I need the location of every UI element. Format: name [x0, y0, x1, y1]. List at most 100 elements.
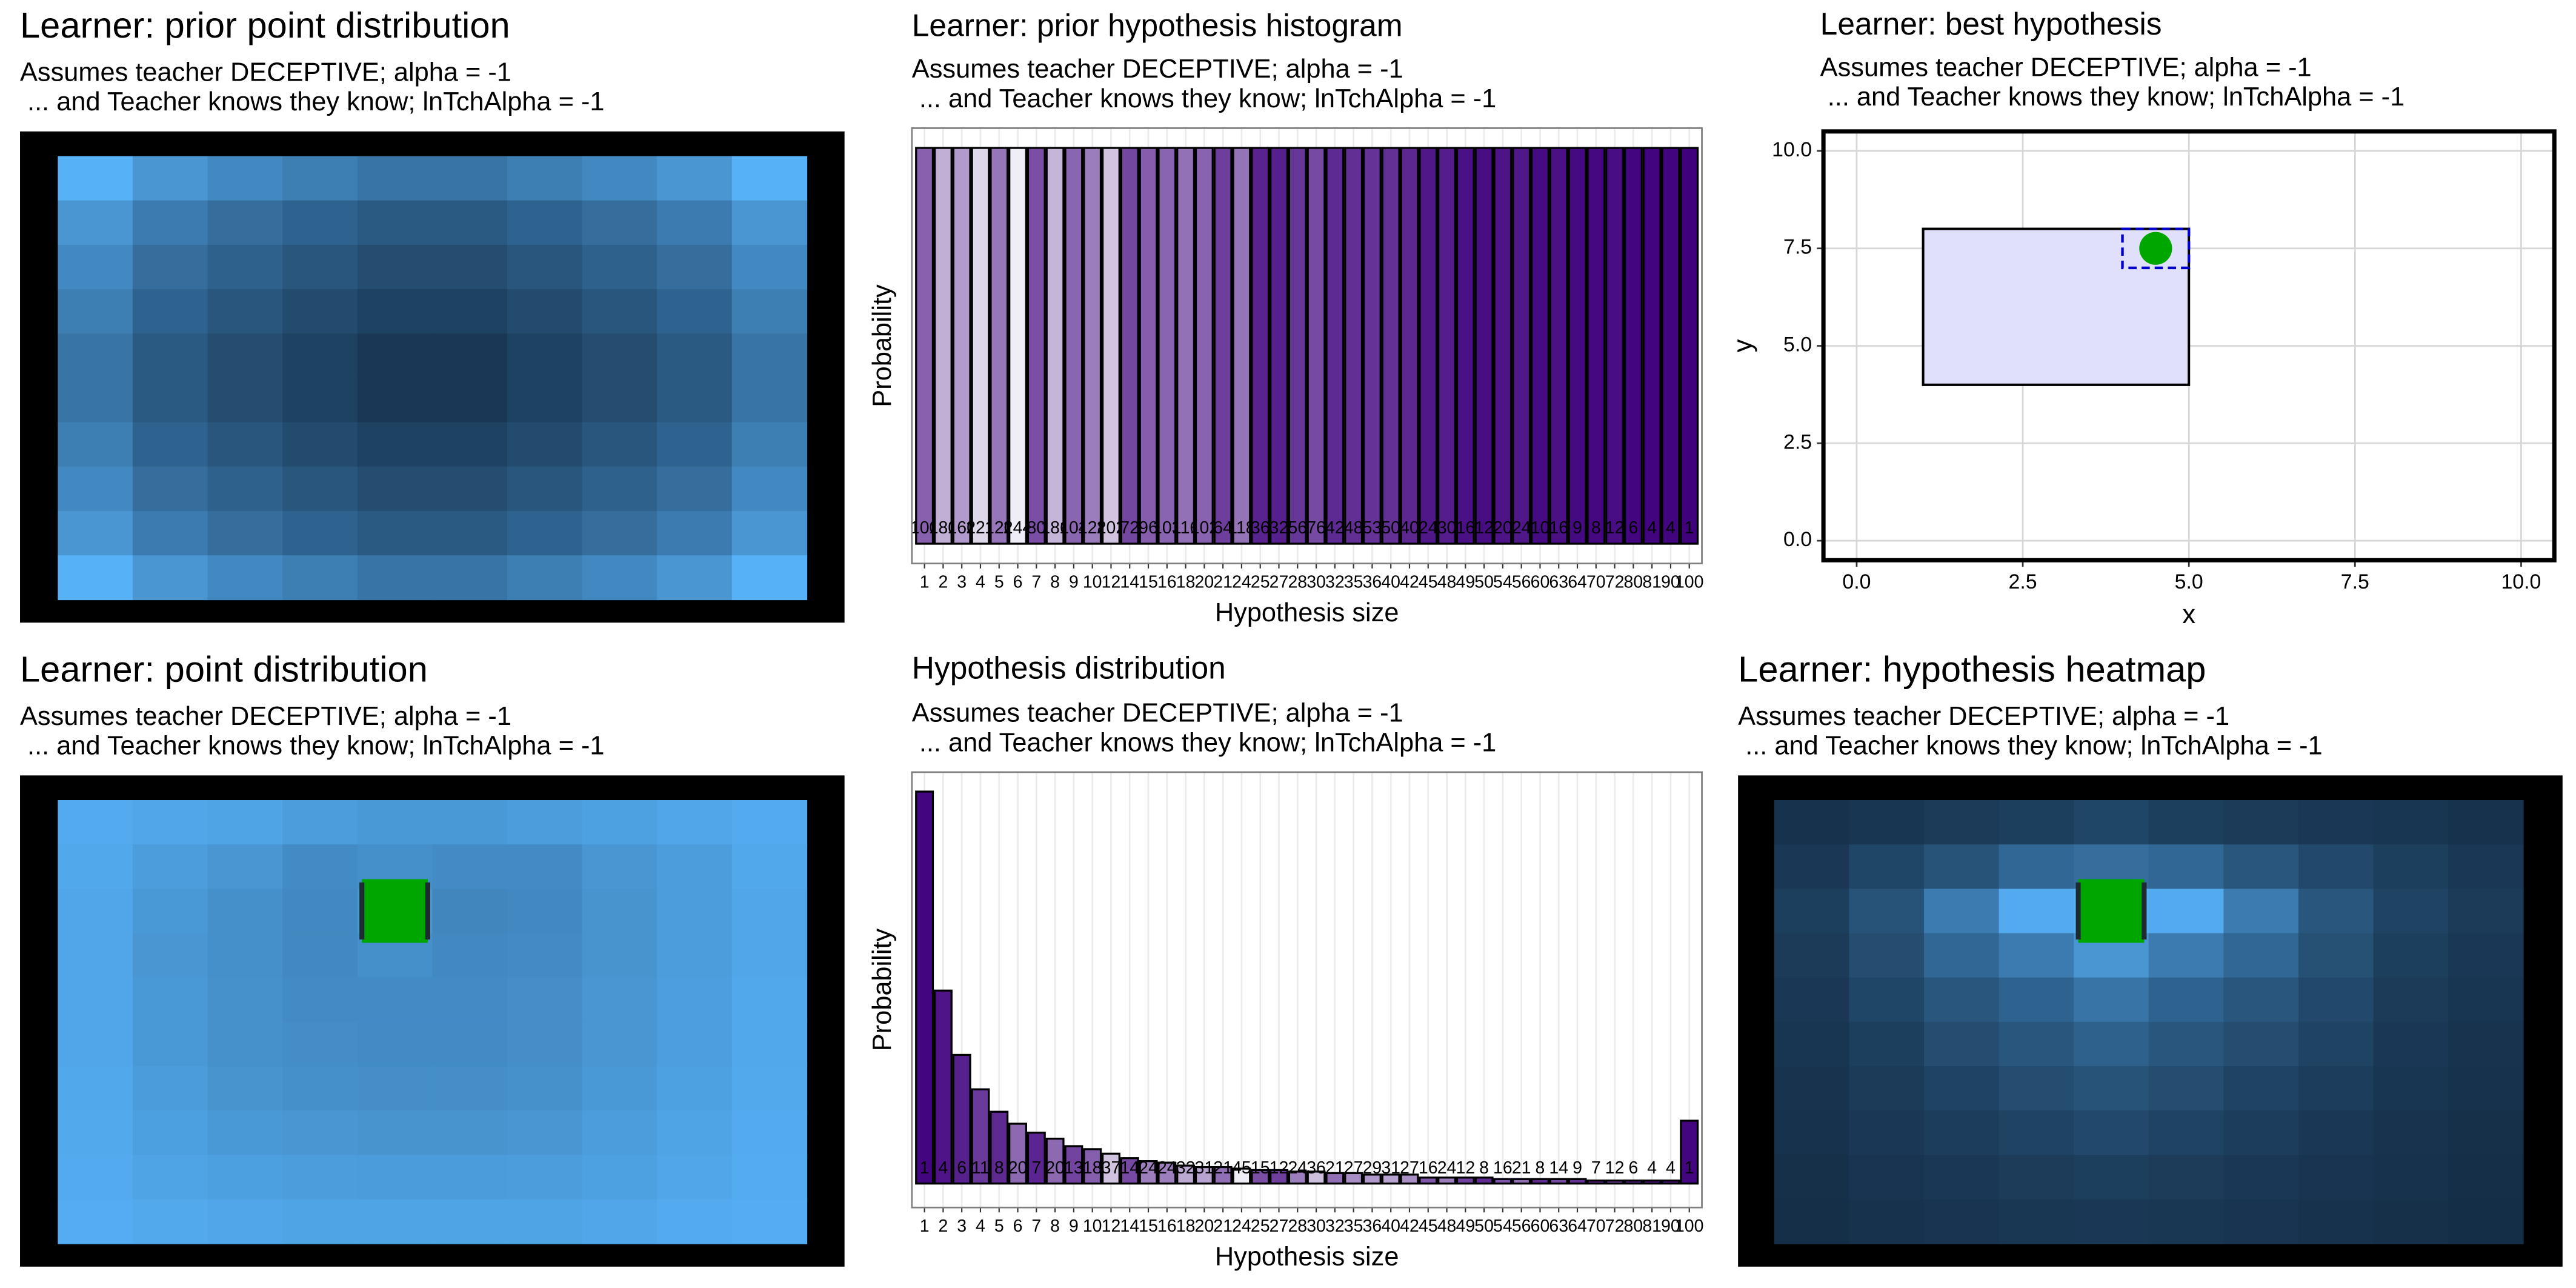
heatmap-cell — [2298, 1155, 2374, 1200]
bar — [1045, 1138, 1065, 1185]
heatmap-cell — [582, 244, 657, 290]
x-tick-label: 48 — [1437, 1216, 1457, 1236]
heatmap-cell — [282, 844, 358, 890]
heatmap-cell — [432, 933, 508, 978]
heatmap-cell — [432, 1110, 508, 1156]
heatmap-cell — [282, 466, 358, 512]
heatmap-cell — [2074, 1021, 2149, 1067]
heatmap-cell — [207, 1066, 283, 1112]
heatmap-cell — [657, 1199, 733, 1244]
point-marker — [2078, 879, 2145, 943]
bar — [1493, 147, 1513, 545]
heatmap-cell — [2223, 1199, 2299, 1244]
heatmap-cell — [582, 200, 657, 245]
heatmap-cell — [357, 977, 433, 1023]
bar — [1251, 147, 1270, 545]
y-axis-label: y — [1728, 339, 1757, 352]
point-marker — [362, 879, 428, 943]
chart-subtitle: ... and Teacher knows they know; lnTchAl… — [1820, 82, 2405, 112]
bar-count-label: 13 — [1064, 1158, 1083, 1178]
heatmap-cell — [207, 844, 283, 890]
bar-count-label: 9 — [1573, 518, 1582, 538]
heatmap-cell — [432, 378, 508, 423]
heatmap-cell — [731, 844, 808, 890]
heatmap-cell — [2373, 844, 2449, 890]
bar-count-label: 16 — [1493, 1158, 1513, 1178]
heatmap-cell — [657, 333, 733, 379]
bar — [933, 989, 953, 1185]
heatmap-cell — [207, 156, 283, 201]
bar-count-label: 20 — [1045, 1158, 1065, 1178]
bar-count-label: 16 — [1456, 518, 1476, 538]
heatmap-cell — [357, 799, 433, 845]
bar — [1512, 1178, 1531, 1185]
x-tick-label: 1 — [920, 573, 930, 592]
x-tick-label: 64 — [1568, 573, 1587, 592]
plot-border — [911, 771, 1703, 1209]
heatmap-cell — [132, 244, 208, 290]
heatmap-cell — [731, 156, 808, 201]
bar — [915, 790, 934, 1185]
bar — [1437, 1176, 1457, 1185]
x-tick-label: 63 — [1549, 1216, 1568, 1236]
x-tick-label: 15 — [1139, 573, 1158, 592]
bar — [1512, 147, 1531, 545]
heatmap-cell — [2074, 1066, 2149, 1112]
bar — [1456, 1176, 1475, 1185]
x-axis-label: Hypothesis size — [1215, 598, 1399, 627]
heatmap-cell — [2373, 1155, 2449, 1200]
bar — [1400, 1173, 1419, 1185]
heatmap-cell — [731, 555, 808, 601]
x-tick-label: 81 — [1642, 1216, 1662, 1236]
bar — [971, 1088, 990, 1185]
heatmap-cell — [1774, 933, 1850, 978]
bar-count-label: 24 — [1157, 1158, 1177, 1178]
heatmap-cell — [1923, 889, 2000, 934]
bar — [990, 147, 1009, 545]
bar-count-label: 10 — [1531, 518, 1550, 538]
heatmap-cell — [2148, 889, 2225, 934]
chart-subtitle: Assumes teacher DECEPTIVE; alpha = -1 — [20, 58, 511, 87]
heatmap-cell — [657, 422, 733, 467]
heatmap-cell — [2223, 1066, 2299, 1112]
heatmap-cell — [132, 844, 208, 890]
heatmap-cell — [507, 1110, 583, 1156]
heatmap-cell — [58, 1110, 133, 1156]
heatmap-cell — [582, 1199, 657, 1244]
heatmap-cell — [657, 200, 733, 245]
bar-count-label: 116 — [1172, 518, 1199, 538]
heatmap-cell — [1774, 1199, 1850, 1244]
heatmap-cell — [507, 1155, 583, 1200]
heatmap-cell — [58, 1021, 133, 1067]
x-tick-label: 5 — [994, 1216, 1004, 1236]
heatmap-cell — [1849, 1066, 1925, 1112]
heatmap-cell — [132, 1066, 208, 1112]
bar-count-label: 20 — [1008, 1158, 1028, 1178]
bar — [1306, 147, 1326, 545]
heatmap-cell — [507, 510, 583, 556]
chart-subtitle: Assumes teacher DECEPTIVE; alpha = -1 — [912, 699, 1403, 728]
bar-count-label: 27 — [1400, 1158, 1419, 1178]
heatmap-cell — [132, 422, 208, 467]
x-tick-label: 1 — [920, 1216, 930, 1236]
x-tick-label: 36 — [1363, 573, 1382, 592]
heatmap-cell — [657, 156, 733, 201]
x-axis-label: Hypothesis size — [1215, 1243, 1399, 1272]
bar-count-label: 6 — [1628, 1158, 1638, 1178]
heatmap-cell — [2148, 1021, 2225, 1067]
bar — [1027, 147, 1046, 545]
bar — [1027, 1132, 1046, 1185]
bar-count-label: 37 — [1102, 1158, 1121, 1178]
heatmap-cell — [357, 289, 433, 335]
heatmap-cell — [432, 1021, 508, 1067]
bar-count-label: 7 — [1591, 1158, 1601, 1178]
chart-subtitle: Assumes teacher DECEPTIVE; alpha = -1 — [912, 55, 1403, 84]
x-tick-label: 27 — [1270, 573, 1289, 592]
heatmap-cell — [507, 799, 583, 845]
heatmap-cell — [1999, 844, 2074, 890]
x-tick-label: 20 — [1195, 573, 1214, 592]
heatmap-cell — [1923, 1199, 2000, 1244]
bar — [1213, 147, 1233, 545]
heatmap-cell — [132, 1110, 208, 1156]
heatmap-cell — [58, 289, 133, 335]
